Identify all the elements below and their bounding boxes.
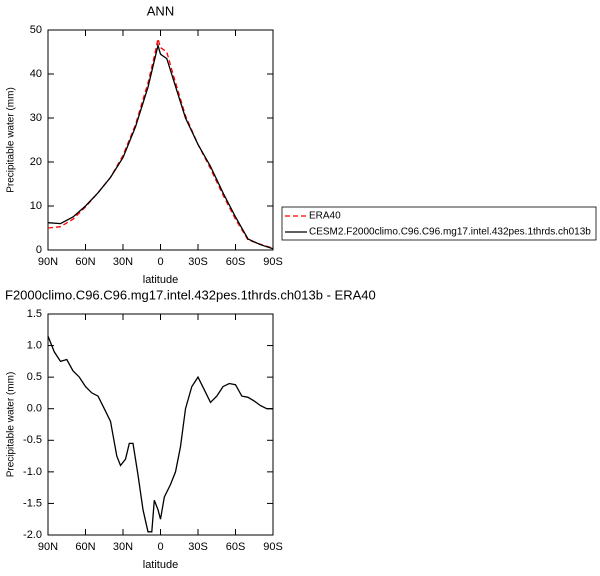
y-tick-label: 20 [30, 156, 42, 168]
y-tick-label: 50 [30, 24, 42, 36]
x-tick-label: 30N [113, 541, 133, 553]
data-line [47, 42, 274, 250]
x-tick-label: 30S [188, 541, 208, 553]
x-axis-label: latitude [143, 559, 178, 571]
x-tick-label: 30N [113, 256, 133, 268]
y-tick-label: 30 [30, 112, 42, 124]
x-tick-label: 90N [38, 541, 58, 553]
data-line [47, 38, 274, 249]
x-tick-label: 90N [38, 256, 58, 268]
y-tick-label: 1.5 [27, 308, 42, 320]
x-tick-label: 30S [188, 256, 208, 268]
y-tick-label: -2.0 [23, 529, 42, 541]
legend-box [281, 206, 597, 241]
x-tick-label: 90S [263, 256, 283, 268]
plot-frame [47, 313, 274, 536]
x-tick-label: 0 [157, 256, 163, 268]
x-tick-label: 60S [226, 256, 246, 268]
y-tick-label: 1.0 [27, 339, 42, 351]
x-tick-label: 60N [75, 541, 95, 553]
x-tick-label: 60S [226, 541, 246, 553]
y-tick-label: 0.0 [27, 403, 42, 415]
data-line [47, 335, 273, 533]
y-tick-label: 10 [30, 200, 42, 212]
y-axis-label: Precipitable water (mm) [6, 372, 17, 478]
y-tick-label: -1.0 [23, 466, 42, 478]
legend-label: ERA40 [309, 211, 341, 222]
chart-title: F2000climo.C96.C96.mg17.intel.432pes.1th… [5, 287, 376, 302]
plot-frame [47, 29, 274, 251]
y-tick-label: 0.5 [27, 371, 42, 383]
x-tick-label: 0 [157, 541, 163, 553]
y-tick-label: -0.5 [23, 434, 42, 446]
chart-title: ANN [147, 3, 174, 18]
y-tick-label: 40 [30, 68, 42, 80]
x-tick-label: 90S [263, 541, 283, 553]
y-axis-label: Precipitable water (mm) [6, 87, 17, 193]
y-tick-label: 0 [36, 244, 42, 256]
x-axis-label: latitude [143, 274, 178, 286]
y-tick-label: -1.5 [23, 497, 42, 509]
legend-label: CESM2.F2000climo.C96.C96.mg17.intel.432p… [309, 227, 591, 238]
x-tick-label: 60N [75, 256, 95, 268]
